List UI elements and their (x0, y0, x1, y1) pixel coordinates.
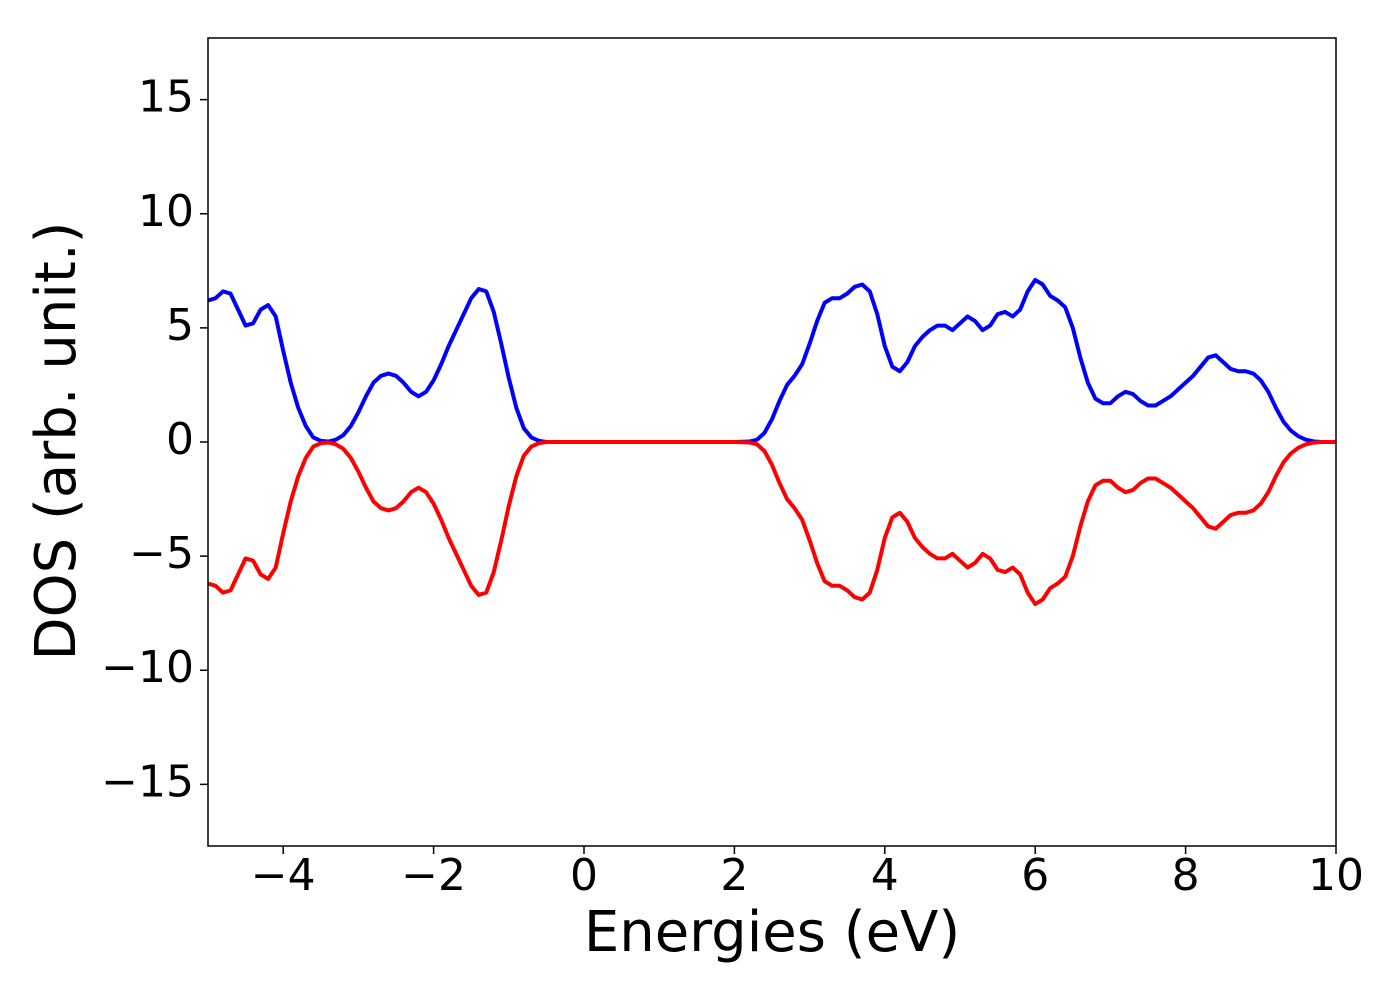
y-tick-label: 0 (166, 414, 194, 465)
x-tick-label: 6 (1021, 850, 1049, 901)
x-tick-label: 4 (871, 850, 899, 901)
y-axis-label: DOS (arb. unit.) (24, 221, 89, 660)
x-tick-label: 8 (1172, 850, 1200, 901)
x-axis-label: Energies (eV) (584, 900, 960, 965)
y-tick-label: −15 (101, 756, 194, 807)
y-tick-label: 5 (166, 300, 194, 351)
plot-frame (207, 37, 1337, 847)
x-tick-label: 10 (1308, 850, 1364, 901)
x-tick-label: −4 (251, 850, 316, 901)
y-tick-label: 15 (138, 72, 194, 123)
y-tick-label: −5 (129, 528, 194, 579)
x-tick-label: −2 (401, 850, 466, 901)
y-tick-label: −10 (101, 642, 194, 693)
x-tick-label: 0 (570, 850, 598, 901)
dos-line (207, 440, 1336, 607)
dos-line (207, 277, 1336, 444)
y-tick-label: 10 (138, 186, 194, 237)
x-tick-label: 2 (720, 850, 748, 901)
